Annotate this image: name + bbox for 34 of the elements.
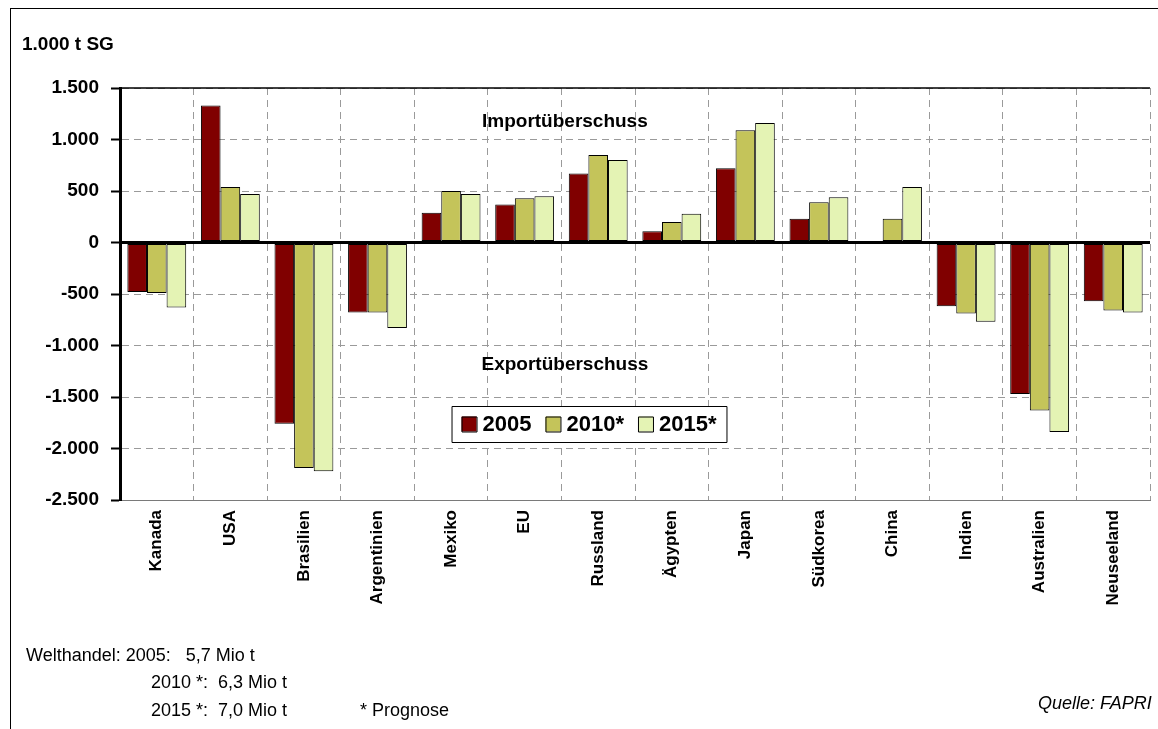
y-tick-label: -2.000 <box>45 436 99 458</box>
x-tick-label: Brasilien <box>293 510 313 582</box>
x-tick-label: Argentinien <box>367 510 387 605</box>
x-tick-label: Indien <box>955 510 975 561</box>
y-tick-label: 0 <box>88 230 99 252</box>
x-tick-label: Japan <box>735 510 755 560</box>
x-tick-label: China <box>882 509 902 558</box>
source-note: Quelle: FAPRI <box>1038 693 1152 713</box>
legend-label: 2015* <box>658 411 717 437</box>
annotation: Exportüberschuss <box>481 352 649 374</box>
y-tick-label: -1.500 <box>45 385 99 407</box>
x-tick-label: USA <box>220 510 240 546</box>
y-tick-label: -1.000 <box>45 333 99 355</box>
x-tick-label: Mexiko <box>440 510 460 568</box>
legend-label: 2005 <box>482 411 532 437</box>
x-tick-label: Australien <box>1029 510 1049 594</box>
x-tick-label: Ägypten <box>661 510 681 578</box>
x-tick-label: Neuseeland <box>1102 510 1122 606</box>
x-tick-label: Kanada <box>146 509 166 572</box>
y-axis-title: 1.000 t SG <box>22 33 114 54</box>
y-tick-label: 1.500 <box>51 76 99 98</box>
y-tick-label: 1.000 <box>51 127 99 149</box>
x-tick-label: Russland <box>587 510 607 587</box>
x-tick-label: EU <box>514 510 534 534</box>
x-tick-label: Südkorea <box>808 509 828 588</box>
y-tick-label: 500 <box>67 179 99 201</box>
text: * Prognose <box>360 700 450 720</box>
text: 2015 *: 7,0 Mio t <box>151 700 288 720</box>
text: 2010 *: 6,3 Mio t <box>151 672 288 692</box>
annotation: Importüberschuss <box>482 109 648 131</box>
y-tick-label: -2.500 <box>45 488 99 510</box>
legend-label: 2010* <box>566 411 625 437</box>
y-tick-label: -500 <box>60 282 99 304</box>
text: Welthandel: 2005: 5,7 Mio t <box>26 645 255 665</box>
